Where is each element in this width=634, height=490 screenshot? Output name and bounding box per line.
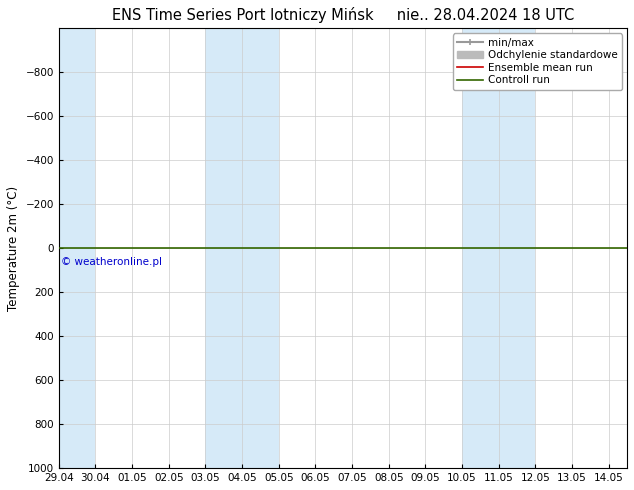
Bar <box>205 28 279 468</box>
Y-axis label: Temperature 2m (°C): Temperature 2m (°C) <box>7 186 20 311</box>
Bar <box>462 28 535 468</box>
Text: © weatheronline.pl: © weatheronline.pl <box>61 257 162 267</box>
Bar <box>59 28 95 468</box>
Legend: min/max, Odchylenie standardowe, Ensemble mean run, Controll run: min/max, Odchylenie standardowe, Ensembl… <box>453 33 622 90</box>
Title: ENS Time Series Port lotniczy Mińsk     nie.. 28.04.2024 18 UTC: ENS Time Series Port lotniczy Mińsk nie.… <box>112 7 574 23</box>
